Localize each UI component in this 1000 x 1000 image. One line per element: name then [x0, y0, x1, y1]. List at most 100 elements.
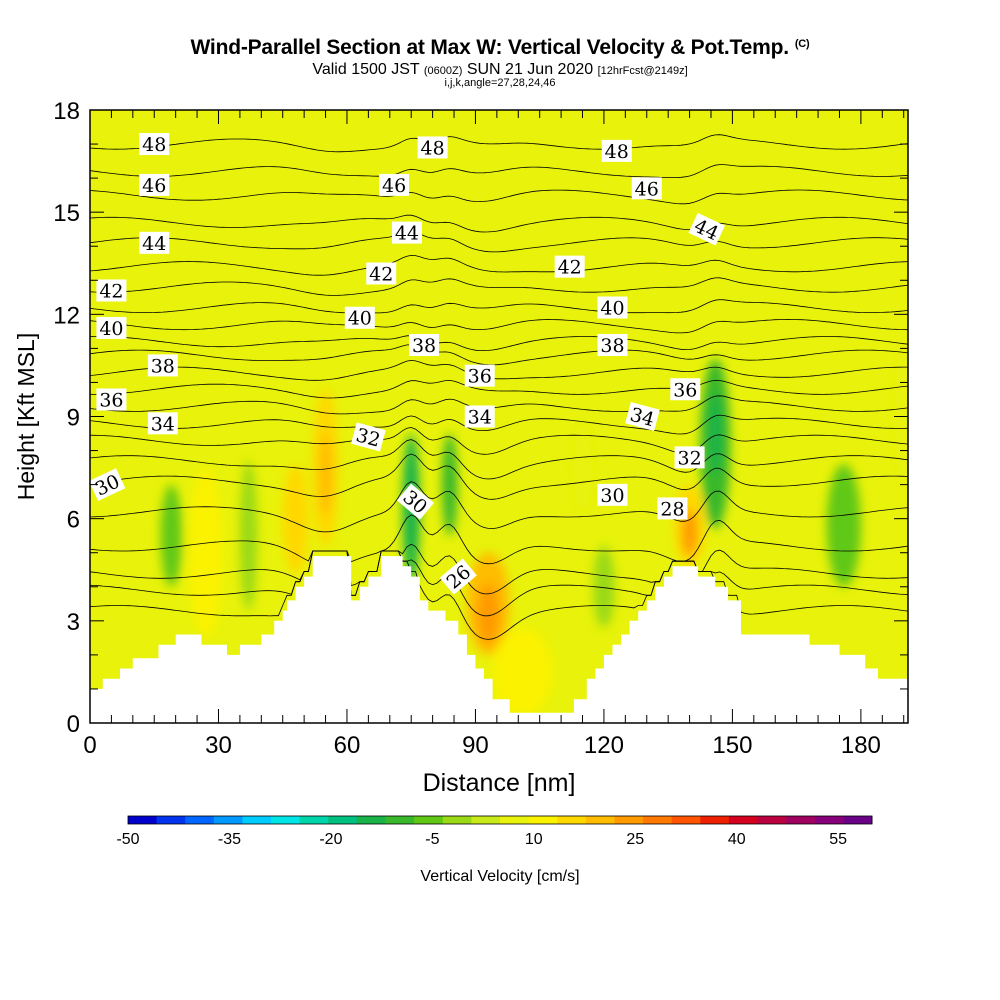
- updraft-cell: [202, 491, 218, 615]
- y-tick-label: 0: [67, 711, 80, 738]
- colorbar-swatch: [271, 816, 301, 824]
- contour-label: 48: [139, 133, 170, 156]
- colorbar-label: Vertical Velocity [cm/s]: [420, 868, 579, 885]
- downdraft-cell: [593, 545, 615, 628]
- contour-label: 46: [139, 173, 170, 197]
- grid-info: i,j,k,angle=27,28,24,46: [444, 77, 556, 89]
- updraft-cell: [492, 627, 553, 717]
- svg-text:28: 28: [660, 498, 684, 520]
- svg-text:48: 48: [142, 134, 166, 156]
- colorbar-swatch: [843, 816, 873, 824]
- x-tick-label: 0: [83, 732, 96, 759]
- contour-label: 38: [147, 354, 178, 377]
- chart-title: Wind-Parallel Section at Max W: Vertical…: [190, 36, 810, 59]
- y-tick-label: 6: [67, 507, 80, 534]
- x-tick-label: 30: [205, 732, 232, 759]
- contour-label: 44: [688, 212, 725, 246]
- theta-contours: [90, 134, 908, 640]
- colorbar-tick-label: -50: [116, 831, 139, 848]
- theta-contour: [90, 335, 908, 351]
- svg-text:44: 44: [142, 233, 166, 255]
- updraft-cell: [319, 433, 332, 516]
- contour-label: 28: [657, 497, 688, 520]
- colorbar-swatch: [643, 816, 673, 824]
- contour-label: 42: [554, 255, 585, 279]
- contour-label: 48: [417, 136, 448, 159]
- downdraft-cell: [708, 392, 722, 475]
- y-tick-label: 15: [53, 200, 80, 227]
- contour-label: 46: [631, 177, 662, 200]
- theta-contour: [90, 344, 908, 366]
- colorbar-swatch: [128, 816, 158, 824]
- contour-label: 32: [674, 446, 705, 469]
- svg-text:42: 42: [558, 257, 582, 279]
- contour-label: 40: [597, 296, 628, 320]
- contour-label: 36: [464, 364, 495, 388]
- theta-contour: [90, 439, 908, 480]
- colorbar-swatch: [728, 816, 759, 824]
- downdraft-cell: [442, 433, 458, 536]
- y-tick-label: 12: [53, 302, 80, 329]
- theta-contour: [90, 254, 908, 276]
- colorbar-tick-label: 40: [728, 831, 746, 848]
- svg-text:34: 34: [468, 407, 492, 429]
- colorbar-swatch: [700, 816, 730, 824]
- colorbar-swatch: [385, 816, 415, 824]
- theta-contour: [90, 277, 908, 296]
- colorbar-tick-label: 25: [626, 831, 644, 848]
- x-tick-label: 180: [841, 732, 881, 759]
- colorbar-swatch: [442, 816, 472, 824]
- colorbar-tick-label: -5: [425, 831, 439, 848]
- y-tick-label: 18: [53, 98, 80, 125]
- colorbar-swatch: [242, 816, 272, 824]
- updraft-cell: [477, 583, 499, 645]
- contour-label: 44: [391, 221, 422, 245]
- velocity-field: [90, 110, 908, 723]
- theta-contour: [90, 427, 908, 455]
- terrain: [90, 556, 908, 723]
- svg-text:40: 40: [99, 318, 123, 340]
- colorbar-swatch: [185, 816, 215, 824]
- theta-contour: [90, 481, 908, 533]
- contour-label: 34: [147, 412, 178, 435]
- contour-label: 38: [409, 333, 440, 357]
- contour-label: 30: [597, 483, 628, 507]
- downdraft-cell: [160, 484, 183, 587]
- colorbar-swatch: [757, 816, 787, 824]
- theta-contour: [90, 543, 908, 595]
- colorbar-swatch: [585, 816, 615, 824]
- svg-text:38: 38: [600, 335, 624, 357]
- contour-label: 36: [96, 388, 127, 411]
- svg-text:48: 48: [605, 141, 629, 163]
- svg-text:36: 36: [99, 389, 123, 411]
- contour-label: 42: [366, 262, 397, 285]
- chart-subtitle: Valid 1500 JST (0600Z) SUN 21 Jun 2020 […: [312, 61, 688, 78]
- colorbar-swatch: [528, 816, 558, 824]
- svg-text:30: 30: [600, 485, 624, 507]
- contour-label: 42: [96, 279, 127, 302]
- svg-text:36: 36: [673, 379, 697, 401]
- contour-label: 34: [464, 405, 495, 429]
- colorbar-tick-label: 55: [829, 831, 847, 848]
- terrain-mask: [90, 556, 908, 723]
- y-tick-label: 9: [67, 405, 80, 432]
- copyright-mark: (C): [794, 38, 810, 50]
- contour-label: 44: [139, 231, 170, 255]
- theta-contour: [90, 453, 908, 500]
- theta-contour: [90, 231, 908, 253]
- colorbar-tick-label: -35: [218, 831, 241, 848]
- theta-contour: [90, 379, 908, 399]
- svg-text:46: 46: [142, 175, 166, 197]
- theta-contour: [90, 318, 908, 334]
- svg-text:34: 34: [151, 413, 175, 435]
- contour-label: 36: [670, 378, 701, 401]
- x-tick-label: 120: [584, 732, 624, 759]
- colorbar-tick-label: -20: [319, 831, 342, 848]
- colorbar-swatch: [471, 816, 501, 824]
- svg-text:36: 36: [468, 366, 492, 388]
- colorbar-swatch: [557, 816, 587, 824]
- colorbar: -50 -35 -20 -5 10 25 40 55 Vertical Velocity [cm…: [116, 815, 873, 885]
- colorbar-swatch: [156, 816, 186, 824]
